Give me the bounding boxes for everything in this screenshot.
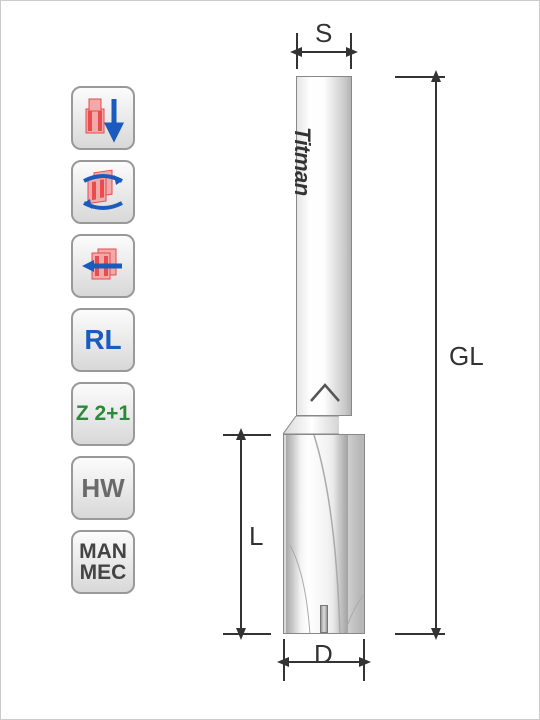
bit-shank: Titman bbox=[296, 76, 352, 416]
badge-hw: HW bbox=[71, 456, 135, 520]
badge-rotation-icon bbox=[71, 160, 135, 224]
dim-d-label: D bbox=[314, 639, 333, 670]
bit-cutter bbox=[283, 434, 365, 634]
badge-mec-text: MEC bbox=[80, 562, 127, 583]
badge-rl: RL bbox=[71, 308, 135, 372]
badge-plunge-icon bbox=[71, 86, 135, 150]
shank-mark-icon bbox=[309, 383, 341, 403]
router-bit: Titman bbox=[296, 76, 365, 634]
badge-rl-text: RL bbox=[84, 324, 121, 356]
centre-tip bbox=[320, 605, 328, 633]
badge-man-text: MAN bbox=[79, 541, 127, 562]
badge-z: Z 2+1 bbox=[71, 382, 135, 446]
badge-lateral-icon bbox=[71, 234, 135, 298]
badge-z-text: Z 2+1 bbox=[76, 402, 130, 426]
badge-man-mec: MAN MEC bbox=[71, 530, 135, 594]
badge-column: RL Z 2+1 HW MAN MEC bbox=[71, 86, 135, 594]
dim-gl-label: GL bbox=[449, 341, 484, 372]
dim-s-label: S bbox=[315, 18, 332, 49]
dim-l-label: L bbox=[249, 521, 263, 552]
brand-text: Titman bbox=[289, 127, 315, 196]
bit-chamfer bbox=[283, 416, 339, 434]
badge-hw-text: HW bbox=[81, 473, 124, 504]
